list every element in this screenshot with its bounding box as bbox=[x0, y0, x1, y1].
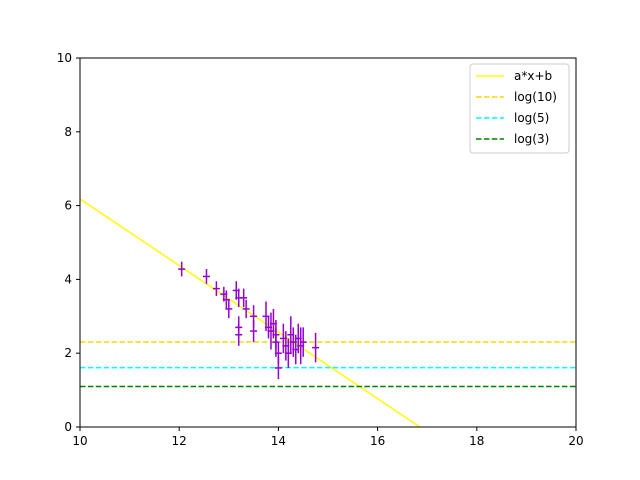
data-point bbox=[312, 332, 320, 363]
data-point bbox=[250, 319, 258, 343]
series-layer bbox=[80, 198, 576, 427]
data-point bbox=[178, 261, 186, 277]
legend-label: log(5) bbox=[514, 111, 549, 125]
x-tick-label: 18 bbox=[469, 434, 484, 448]
legend-label: a*x+b bbox=[514, 69, 552, 83]
plot-frame bbox=[79, 57, 577, 428]
series-line-a-x-b bbox=[80, 198, 421, 427]
legend-box bbox=[469, 63, 570, 154]
x-tick-label: 20 bbox=[568, 434, 583, 448]
x-tick-label: 16 bbox=[370, 434, 385, 448]
legend-entry-log-5: log(5) bbox=[476, 111, 549, 125]
y-tick-label: 2 bbox=[64, 346, 72, 360]
data-point bbox=[202, 269, 210, 284]
y-tick-label: 0 bbox=[64, 420, 72, 434]
data-point bbox=[235, 323, 243, 346]
x-tick-label: 12 bbox=[172, 434, 187, 448]
y-tick-label: 10 bbox=[57, 51, 72, 65]
data-point bbox=[299, 327, 307, 357]
data-point bbox=[240, 288, 248, 308]
legend-entry-log-3: log(3) bbox=[476, 132, 549, 146]
x-tick-label: 10 bbox=[72, 434, 87, 448]
y-tick-label: 8 bbox=[64, 125, 72, 139]
errorbar-points-layer bbox=[178, 261, 320, 380]
legend-label: log(10) bbox=[514, 90, 557, 104]
x-tick-label: 14 bbox=[271, 434, 286, 448]
data-point bbox=[212, 281, 220, 297]
y-tick-label: 6 bbox=[64, 199, 72, 213]
legend-entry-a-x-b: a*x+b bbox=[476, 69, 552, 83]
legend-entry-log-10: log(10) bbox=[476, 90, 557, 104]
legend-label: log(3) bbox=[514, 132, 549, 146]
legend: a*x+b log(10) log(5) log(3) bbox=[469, 63, 570, 154]
data-point bbox=[225, 299, 233, 319]
axes-layer: 10 12 14 16 18 20 0 2 4 6 8 10 bbox=[57, 51, 584, 448]
y-tick-label: 4 bbox=[64, 272, 72, 286]
data-point bbox=[242, 299, 250, 319]
data-point bbox=[274, 356, 282, 380]
